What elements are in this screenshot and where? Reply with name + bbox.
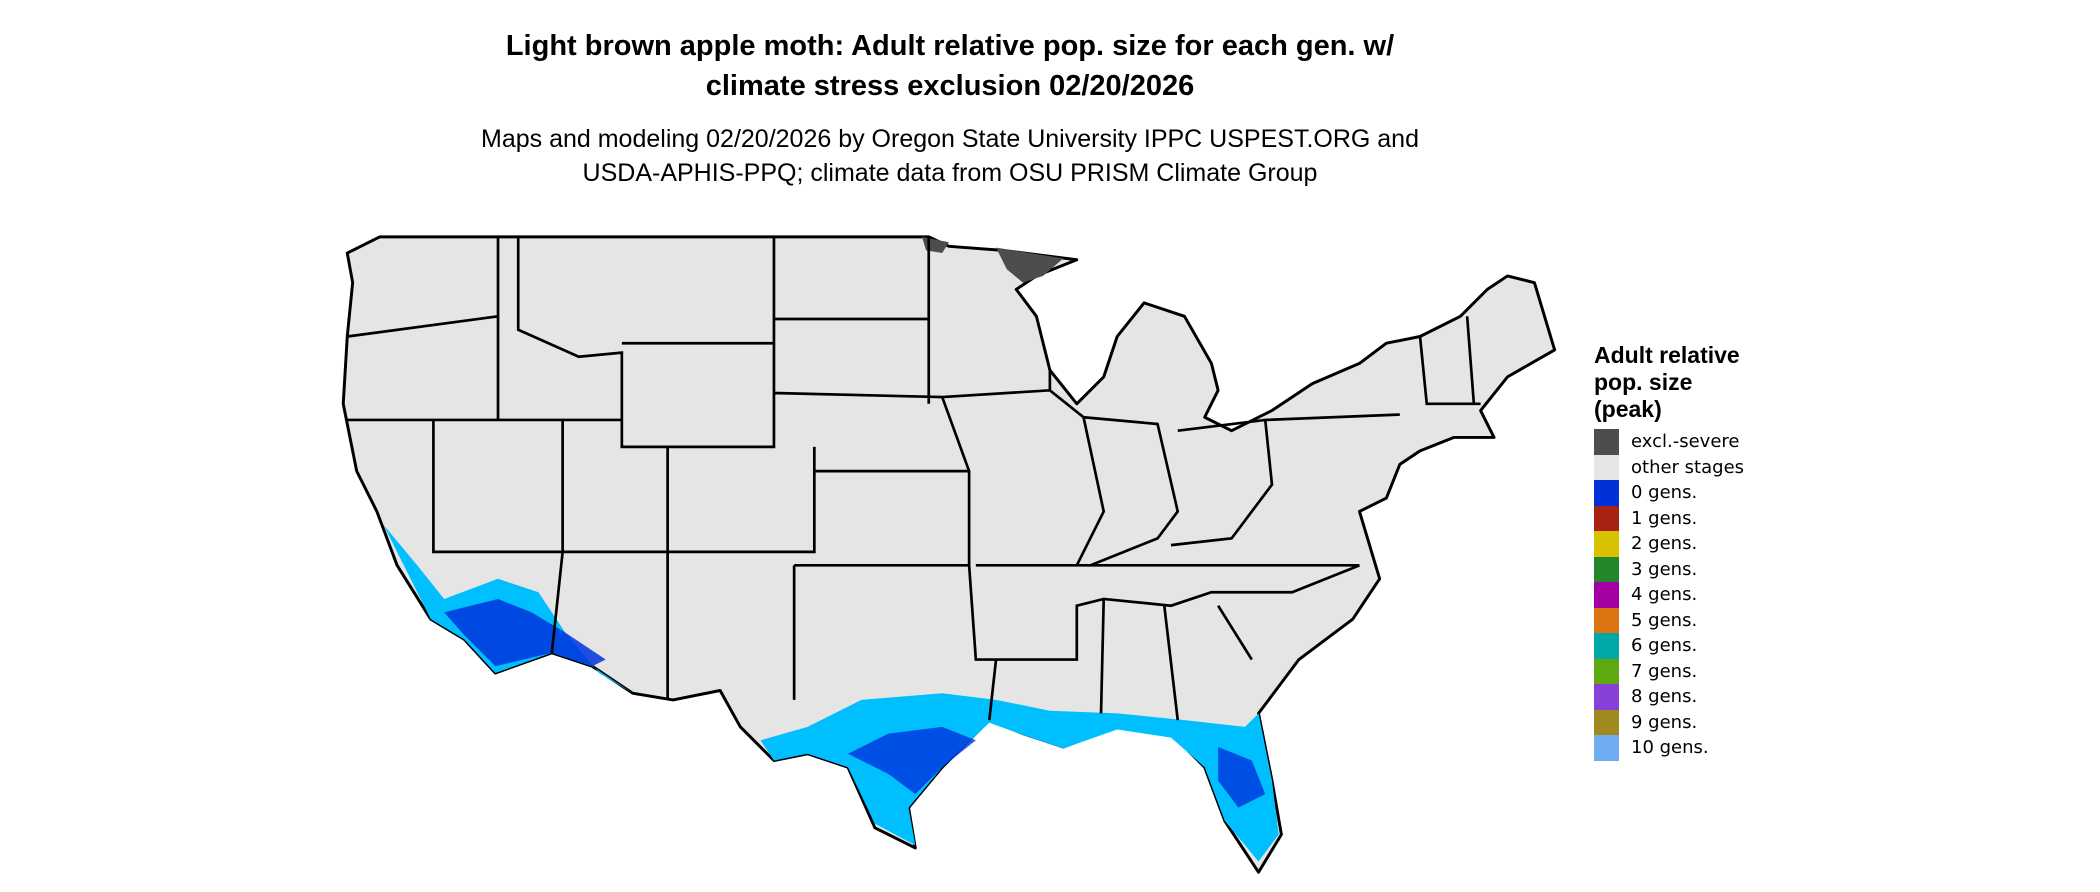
- legend-swatch: [1594, 684, 1619, 710]
- legend-label: 6 gens.: [1631, 635, 1698, 657]
- legend-title-line: Adult relative: [1594, 342, 1740, 368]
- legend-label: 9 gens.: [1631, 711, 1698, 733]
- legend-item: 1 gens.: [1594, 505, 1794, 531]
- legend-swatch: [1594, 429, 1619, 455]
- legend-label: 2 gens.: [1631, 533, 1698, 555]
- legend-swatch: [1594, 454, 1619, 480]
- legend-item: other stages: [1594, 454, 1794, 480]
- legend-label: 0 gens.: [1631, 482, 1698, 504]
- legend-swatch: [1594, 582, 1619, 608]
- us-outline: [341, 235, 1557, 874]
- legend-item: 6 gens.: [1594, 633, 1794, 659]
- legend-item: 9 gens.: [1594, 709, 1794, 735]
- map-title-line2: climate stress exclusion 02/20/2026: [705, 70, 1195, 102]
- legend-item: 10 gens.: [1594, 735, 1794, 761]
- legend-item: 2 gens.: [1594, 531, 1794, 557]
- state-borders: [347, 236, 1481, 721]
- legend-swatch: [1594, 480, 1619, 506]
- legend-swatch: [1594, 709, 1619, 735]
- map-title-line1: Light brown apple moth: Adult relative p…: [505, 30, 1395, 62]
- legend-swatch: [1594, 505, 1619, 531]
- legend-label: 3 gens.: [1631, 558, 1698, 580]
- legend: Adult relative pop. size (peak) excl.-se…: [1594, 342, 1794, 761]
- legend-label: 4 gens.: [1631, 584, 1698, 606]
- legend-title-line: pop. size: [1594, 369, 1693, 395]
- legend-label: 5 gens.: [1631, 609, 1698, 631]
- blue-region-gulf-coast: [760, 693, 1279, 862]
- legend-title-line: (peak): [1594, 396, 1662, 422]
- legend-label: 1 gens.: [1631, 507, 1698, 529]
- legend-swatch: [1594, 531, 1619, 557]
- legend-swatch: [1594, 607, 1619, 633]
- map-subtitle-line2: USDA-APHIS-PPQ; climate data from OSU PR…: [582, 159, 1318, 187]
- legend-item: excl.-severe: [1594, 429, 1794, 455]
- legend-label: 8 gens.: [1631, 686, 1698, 708]
- legend-swatch: [1594, 556, 1619, 582]
- blue-region-southwest: [383, 524, 633, 694]
- legend-swatch: [1594, 658, 1619, 684]
- legend-item: 4 gens.: [1594, 582, 1794, 608]
- legend-label: 7 gens.: [1631, 660, 1698, 682]
- legend-items: excl.-severe other stages 0 gens. 1 gens. 2 …: [1594, 429, 1794, 761]
- legend-item: 8 gens.: [1594, 684, 1794, 710]
- legend-item: 5 gens.: [1594, 607, 1794, 633]
- legend-label: 10 gens.: [1631, 737, 1709, 759]
- legend-label: other stages: [1631, 456, 1745, 478]
- legend-swatch: [1594, 633, 1619, 659]
- legend-item: 7 gens.: [1594, 658, 1794, 684]
- legend-label: excl.-severe: [1631, 431, 1740, 453]
- legend-swatch: [1594, 735, 1619, 761]
- map-subtitle-line1: Maps and modeling 02/20/2026 by Oregon S…: [481, 125, 1419, 153]
- legend-item: 0 gens.: [1594, 480, 1794, 506]
- legend-item: 3 gens.: [1594, 556, 1794, 582]
- legend-title: Adult relative pop. size (peak): [1594, 342, 1794, 423]
